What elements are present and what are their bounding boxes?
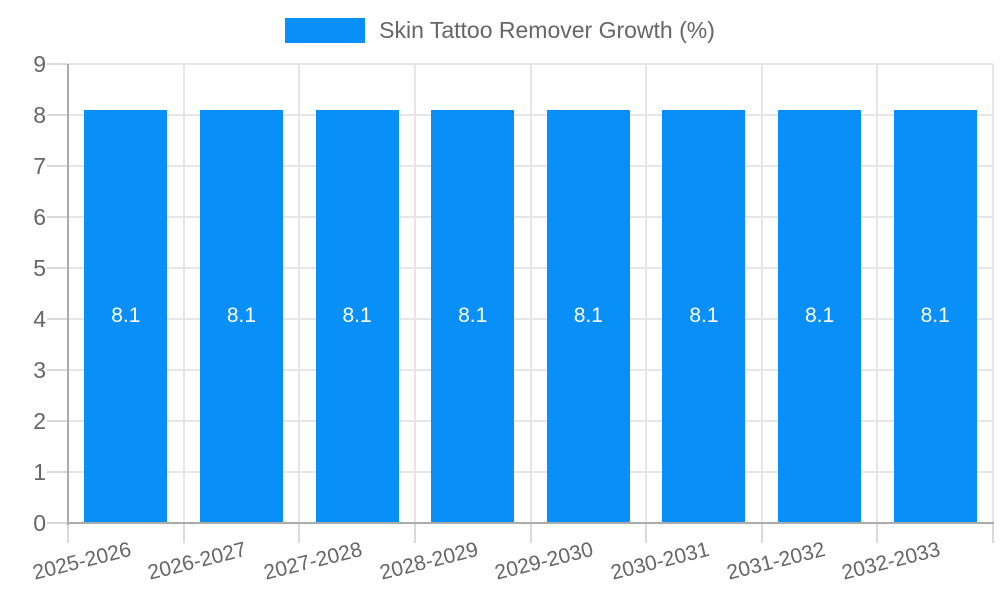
gridline-vertical — [298, 64, 301, 523]
y-axis-label: 2 — [33, 408, 46, 434]
gridline-vertical — [529, 64, 532, 523]
y-axis-tick — [47, 420, 67, 422]
gridline-vertical — [413, 64, 416, 523]
bar — [200, 109, 283, 522]
y-axis-tick — [47, 522, 67, 524]
y-axis-label: 9 — [33, 51, 46, 77]
y-axis-label: 0 — [33, 510, 46, 536]
y-axis-label: 5 — [33, 255, 46, 281]
bar — [894, 109, 977, 522]
gridline-vertical — [182, 64, 185, 523]
bar-value-label: 8.1 — [458, 304, 488, 328]
y-axis-line — [67, 64, 69, 525]
x-axis-label: 2032-2033 — [839, 538, 943, 585]
x-axis-tick — [876, 524, 879, 543]
x-axis-label: 2028-2029 — [377, 538, 481, 585]
bar-value-label: 8.1 — [111, 304, 141, 328]
x-axis-line — [67, 522, 994, 524]
gridline-vertical — [992, 64, 994, 523]
bar-value-label: 8.1 — [573, 304, 603, 328]
y-axis-tick — [47, 63, 67, 65]
legend-label: Skin Tattoo Remover Growth (%) — [379, 17, 715, 43]
legend-swatch — [285, 18, 366, 43]
bar — [547, 109, 630, 522]
y-axis-label: 4 — [33, 306, 46, 332]
bar-value-label: 8.1 — [689, 304, 719, 328]
y-axis-tick — [47, 114, 67, 116]
y-axis-tick — [47, 267, 67, 269]
x-axis-label: 2031-2032 — [724, 538, 828, 585]
y-axis-tick — [47, 369, 67, 371]
bar-value-label: 8.1 — [804, 304, 835, 328]
x-axis-tick — [67, 524, 69, 543]
x-axis-tick — [529, 524, 532, 543]
gridline-vertical — [876, 64, 879, 523]
bar — [431, 109, 514, 522]
bar-value-label: 8.1 — [342, 304, 372, 328]
x-axis-tick — [298, 524, 301, 543]
bar — [84, 109, 167, 522]
x-axis-label: 2029-2030 — [492, 538, 596, 585]
bar — [778, 109, 861, 522]
y-axis-label: 1 — [33, 459, 46, 485]
bar — [316, 109, 399, 522]
bar-value-label: 8.1 — [920, 304, 950, 328]
y-axis-tick — [47, 165, 67, 167]
x-axis-label: 2030-2031 — [608, 538, 712, 585]
x-axis-tick — [645, 524, 648, 543]
chart-legend: Skin Tattoo Remover Growth (%) — [0, 17, 1000, 44]
y-axis-label: 8 — [33, 102, 46, 128]
y-axis-tick — [47, 318, 67, 320]
x-axis-label: 2025-2026 — [30, 538, 134, 585]
x-axis-label: 2027-2028 — [261, 538, 365, 585]
x-axis-tick — [992, 524, 994, 543]
gridline-vertical — [760, 64, 763, 523]
x-axis-tick — [182, 524, 185, 543]
bar — [662, 109, 745, 522]
y-axis-tick — [47, 216, 67, 218]
y-axis-tick — [47, 471, 67, 473]
x-axis-tick — [760, 524, 763, 543]
x-axis-tick — [413, 524, 416, 543]
y-axis-label: 3 — [33, 357, 46, 383]
y-axis-label: 7 — [33, 153, 46, 179]
x-axis-label: 2026-2027 — [145, 538, 250, 585]
bar-value-label: 8.1 — [226, 304, 257, 328]
gridline-vertical — [645, 64, 648, 523]
y-axis-label: 6 — [33, 204, 46, 230]
